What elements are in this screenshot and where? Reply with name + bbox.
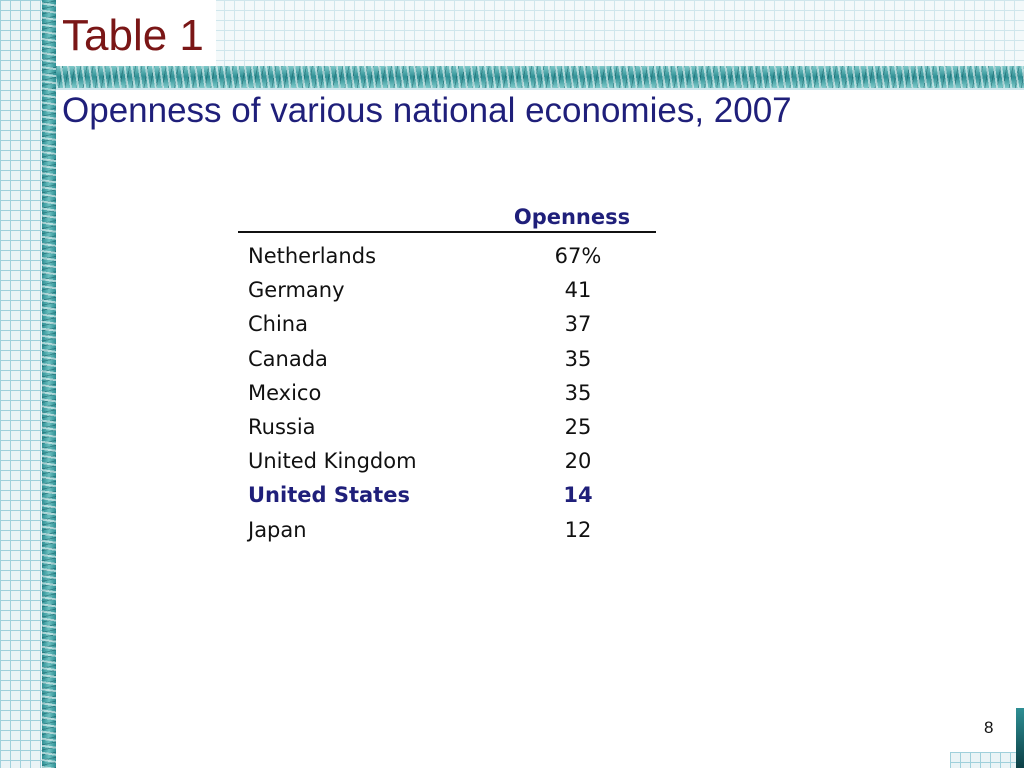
- country-cell: United States: [248, 483, 410, 508]
- table-row-highlighted: United States 14: [238, 478, 656, 512]
- table-header-row: Openness: [238, 195, 656, 233]
- title-background: [56, 0, 216, 66]
- slide-subtitle: Openness of various national economies, …: [62, 91, 792, 130]
- slide-title: Table 1: [62, 11, 204, 60]
- country-cell: Russia: [248, 415, 316, 440]
- openness-cell: 35: [564, 346, 592, 371]
- country-cell: Canada: [248, 346, 328, 371]
- country-cell: Mexico: [248, 380, 322, 405]
- openness-table: Openness Netherlands 67% Germany 41 Chin…: [238, 195, 656, 547]
- country-cell: Netherlands: [248, 244, 377, 269]
- left-grid-decoration: [0, 0, 42, 768]
- openness-cell: 41: [564, 278, 592, 303]
- table-row: Canada 35: [238, 342, 656, 376]
- left-texture-band: [42, 0, 56, 768]
- top-grid-decoration: [214, 0, 1024, 66]
- table-row: Netherlands 67%: [238, 232, 656, 273]
- table-row: Japan 12: [238, 513, 656, 547]
- column-header-openness: Openness: [488, 195, 656, 233]
- corner-grid-decoration: [950, 752, 1016, 768]
- country-cell: China: [248, 312, 308, 337]
- table-row: Russia 25: [238, 410, 656, 444]
- openness-cell: 20: [564, 449, 592, 474]
- openness-cell: 25: [564, 415, 592, 440]
- table-row: China 37: [238, 307, 656, 341]
- openness-cell: 12: [564, 517, 592, 542]
- country-cell: Japan: [248, 517, 307, 542]
- top-band-divider: [56, 88, 1024, 90]
- corner-texture-band: [1016, 708, 1024, 768]
- country-cell: Germany: [248, 278, 345, 303]
- page-number: 8: [984, 718, 994, 737]
- openness-cell: 67%: [554, 244, 602, 269]
- table-row: Germany 41: [238, 273, 656, 307]
- column-header-country: [238, 195, 488, 233]
- openness-cell: 35: [564, 380, 592, 405]
- top-texture-band: [56, 66, 1024, 88]
- table-row: United Kingdom 20: [238, 444, 656, 478]
- openness-cell: 37: [564, 312, 592, 337]
- country-cell: United Kingdom: [248, 449, 417, 474]
- table-row: Mexico 35: [238, 376, 656, 410]
- openness-cell: 14: [563, 483, 593, 508]
